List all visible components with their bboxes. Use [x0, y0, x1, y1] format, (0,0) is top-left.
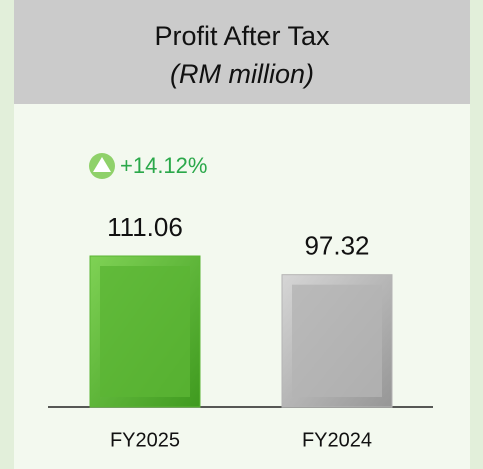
x-tick-label: FY2025: [110, 429, 180, 451]
annotation: +14.12%: [120, 153, 207, 178]
header: [14, 0, 470, 104]
bar-face: [100, 266, 190, 397]
bar-face: [292, 284, 382, 397]
value-label: 111.06: [107, 212, 183, 242]
up-arrow: [93, 157, 111, 172]
chart-subtitle: (RM million): [170, 59, 314, 89]
panel: [14, 104, 470, 469]
chart-title: Profit After Tax: [154, 21, 330, 51]
x-tick-label: FY2024: [302, 429, 372, 451]
value-label: 97.32: [304, 231, 369, 261]
